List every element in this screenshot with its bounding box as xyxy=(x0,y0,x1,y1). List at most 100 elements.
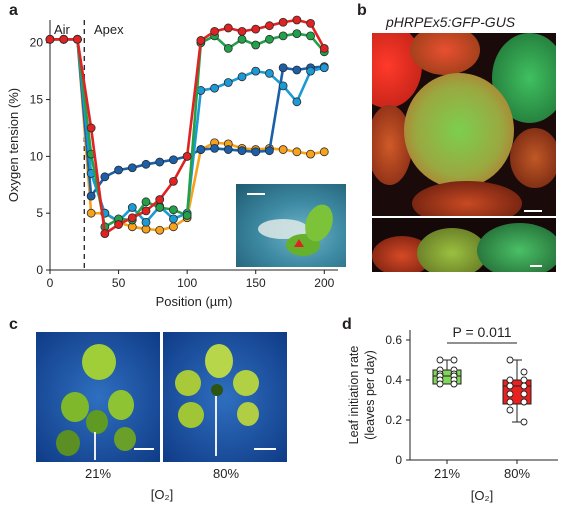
data-point xyxy=(169,176,178,186)
data-point xyxy=(223,78,233,87)
y-tick-label: 5 xyxy=(36,206,43,220)
y-tick-label: 0 xyxy=(36,263,43,277)
data-point xyxy=(520,376,528,384)
data-point xyxy=(237,26,247,36)
apex xyxy=(211,384,223,396)
data-point xyxy=(278,17,288,27)
data-point xyxy=(45,34,55,44)
data-point xyxy=(223,23,233,33)
primordium xyxy=(412,181,522,216)
panel-d-chart: 0 0.2 0.4 0.6 Leaf initiation rate (leaves pe… xyxy=(347,324,558,503)
data-point xyxy=(141,197,151,207)
data-point xyxy=(59,34,69,44)
data-point xyxy=(436,380,444,388)
data-point xyxy=(169,214,178,224)
leaf-shape xyxy=(114,427,136,451)
data-point xyxy=(278,31,288,41)
data-point xyxy=(210,26,219,36)
data-point xyxy=(169,155,178,165)
leaf-shape xyxy=(205,344,233,378)
panel-b-title: pHRPEx5:GFP-GUS xyxy=(386,14,516,30)
data-point xyxy=(265,21,274,31)
leaf-shape xyxy=(237,402,259,426)
data-point xyxy=(114,220,123,229)
y-tick-label: 15 xyxy=(30,93,44,107)
data-point xyxy=(155,195,165,204)
data-point xyxy=(506,406,514,414)
x-tick-label: 100 xyxy=(177,276,197,290)
data-point xyxy=(169,222,178,232)
data-point xyxy=(306,19,315,28)
data-point xyxy=(237,34,247,44)
confocal-top-image xyxy=(372,33,556,216)
data-point xyxy=(86,191,96,201)
data-point xyxy=(265,146,274,156)
leaf-shape xyxy=(175,370,201,396)
data-point xyxy=(155,157,165,167)
region-label-air: Air xyxy=(54,22,71,37)
data-point xyxy=(265,69,274,78)
data-point xyxy=(506,398,514,406)
x-tick-label: 50 xyxy=(112,276,126,290)
data-point xyxy=(86,208,96,218)
scale-bar xyxy=(247,193,265,195)
data-point xyxy=(100,229,110,239)
data-point xyxy=(520,382,528,390)
shoot-apical-meristem xyxy=(404,73,514,188)
seedling-photo-80 xyxy=(163,332,287,462)
data-point xyxy=(196,145,206,154)
leaf-shape xyxy=(61,392,89,422)
data-point xyxy=(251,66,261,76)
y-tick-label: 0.6 xyxy=(385,333,402,347)
section-tissue xyxy=(417,228,487,272)
data-point xyxy=(306,149,315,159)
data-point xyxy=(251,147,261,157)
data-point xyxy=(520,390,528,398)
scale-bar xyxy=(524,210,542,212)
x-axis-label: [O₂] xyxy=(471,488,493,503)
data-point xyxy=(100,172,110,182)
data-point xyxy=(506,390,514,398)
y-axis-label-units: (leaves per day) xyxy=(363,350,377,440)
primordium xyxy=(510,128,556,188)
panel-a-letter: a xyxy=(9,2,18,19)
category-label: 21% xyxy=(434,466,460,481)
data-point xyxy=(237,72,247,82)
data-point xyxy=(155,203,165,212)
leaf-shape xyxy=(86,410,108,434)
data-point xyxy=(506,382,514,390)
y-axis-label: Oxygen tension (%) xyxy=(6,88,21,202)
data-point xyxy=(292,15,302,25)
data-point xyxy=(278,81,288,91)
data-point xyxy=(450,356,458,364)
data-point xyxy=(210,83,219,93)
y-axis-label: Leaf initiation rate xyxy=(347,346,361,445)
data-point xyxy=(141,159,151,169)
data-point xyxy=(127,213,137,223)
leaf-shape xyxy=(108,390,134,420)
section-tissue xyxy=(477,223,556,272)
x-axis-label: Position (µm) xyxy=(156,294,233,309)
arrowhead-marker xyxy=(294,239,304,247)
confocal-section-image xyxy=(372,218,556,272)
panel-d-letter: d xyxy=(342,316,352,333)
data-point xyxy=(141,206,151,216)
data-point xyxy=(278,63,288,73)
leaf-shape xyxy=(56,430,80,456)
data-point xyxy=(251,40,261,50)
data-point xyxy=(520,368,528,376)
root xyxy=(215,396,217,456)
scale-bar xyxy=(530,265,542,267)
condition-label-21: 21% xyxy=(84,466,112,481)
apex-inset-photo xyxy=(236,184,346,267)
data-point xyxy=(155,225,165,235)
data-point xyxy=(127,163,137,173)
x-tick-label: 150 xyxy=(246,276,266,290)
leaf-shape xyxy=(82,344,116,380)
data-point xyxy=(292,65,302,75)
data-point xyxy=(251,24,261,34)
p-value-label: P = 0.011 xyxy=(452,324,511,340)
data-point xyxy=(127,203,137,212)
y-tick-label: 10 xyxy=(30,149,44,163)
